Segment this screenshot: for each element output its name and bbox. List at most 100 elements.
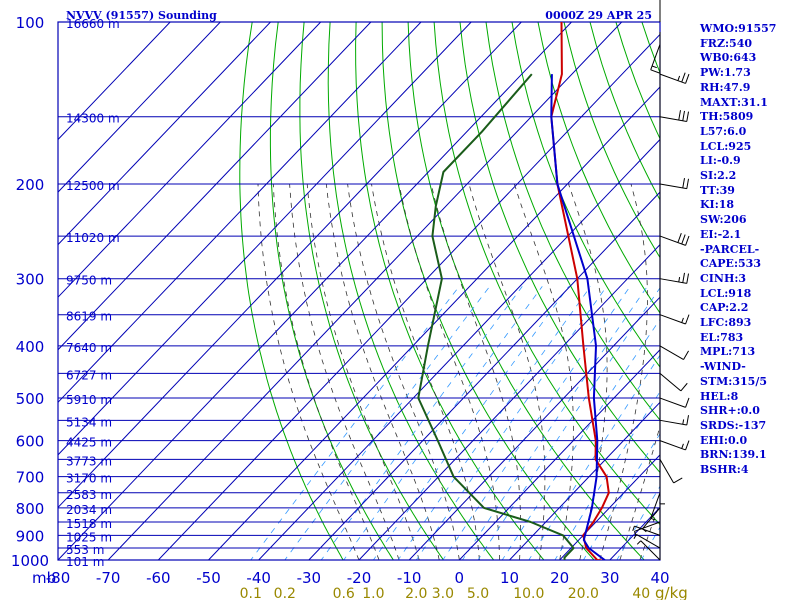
isotherm-line [58, 22, 271, 246]
wind-barb-shaft [640, 540, 661, 561]
mixing-ratio-label: 0.1 [240, 586, 262, 600]
wind-barb-flag [681, 234, 686, 245]
index-line: SI:2.2 [700, 169, 737, 183]
mixing-ratio-labels: 0.1 0.2 0.6 1.0 2.0 3.0 5.0 10.0 20.0 40 [240, 586, 651, 600]
wind-barb-flag [678, 276, 681, 283]
wind-barb [659, 110, 690, 122]
moist-adiabat-line [325, 183, 440, 560]
mixing-ratio-label: 3.0 [432, 586, 454, 600]
dry-adiabat-line [563, 22, 660, 259]
wind-barb [633, 533, 661, 549]
wind-barbs [632, 0, 690, 561]
wind-barb [633, 521, 661, 537]
wind-barb [659, 373, 688, 392]
height-label: 5134 m [66, 415, 112, 429]
index-line: LI:-0.9 [700, 154, 741, 168]
pressure-tick-label: 500 [16, 390, 45, 408]
wind-barb-shaft [634, 521, 661, 532]
pressure-tick-label: 800 [16, 500, 45, 518]
wind-barb-flag [682, 419, 685, 425]
dry-adiabat-line [381, 22, 595, 560]
wind-barb [659, 397, 690, 408]
wind-barb-flag [681, 72, 686, 83]
wind-barb-flag [632, 525, 635, 531]
wind-barb-flag [673, 477, 683, 484]
height-label: 12500 m [66, 179, 120, 193]
dry-adiabat-line [355, 22, 545, 560]
isotherm-line [308, 191, 660, 560]
dry-adiabat-line [537, 22, 660, 314]
wind-barb-shaft [659, 397, 686, 408]
mixing-ratio-line [415, 286, 607, 560]
mixing-ratio-line [250, 286, 460, 560]
wind-barb [659, 440, 690, 451]
index-line: LCL:925 [700, 139, 752, 153]
wind-barb-flag [650, 517, 656, 521]
wind-barb [659, 178, 690, 190]
wind-barb-shaft [659, 73, 686, 84]
wind-barb-shaft [650, 492, 661, 519]
wind-barb-flag [685, 235, 690, 246]
wind-barb-flag [651, 65, 657, 69]
wind-barb-flag [682, 110, 685, 121]
dry-adiabat-line [459, 22, 660, 474]
index-line: LFC:893 [700, 316, 752, 330]
wind-barb-flag [642, 528, 647, 533]
height-label: 553 m [66, 543, 104, 557]
mixing-ratio-line [501, 318, 660, 560]
height-label: 7640 m [66, 341, 112, 355]
temperature-tick-label: -40 [246, 569, 271, 587]
index-line: HEL:8 [700, 389, 739, 403]
isotherms [58, 22, 660, 560]
temperature-tick-labels: -80 -70 -60 -50 -40 -30 -20 -10 0 10 20 30 40 [46, 569, 670, 587]
wind-barb [659, 476, 665, 505]
dry-adiabat-line [299, 22, 445, 560]
moist-adiabat-line [306, 183, 420, 560]
wind-barb [659, 72, 690, 84]
isotherm-line [358, 243, 660, 560]
index-line: MPL:713 [700, 345, 756, 359]
isotherm-line [58, 22, 221, 193]
height-label: 5910 m [66, 393, 112, 407]
index-line: LCL:918 [700, 286, 752, 300]
wind-barb-flag [677, 233, 682, 243]
mixing-ratio-label: 1.0 [362, 586, 384, 600]
wind-barb-flag [681, 317, 684, 323]
wind-barb-flag [650, 69, 661, 74]
mixing-ratio-label: 5.0 [467, 586, 489, 600]
mixing-ratio-label: 2.0 [405, 586, 427, 600]
temperature-tick-label: 10 [500, 569, 519, 587]
temperature-tick-label: -70 [96, 569, 121, 587]
index-line: -PARCEL- [700, 242, 760, 256]
height-label: 1025 m [66, 530, 112, 544]
height-label: 1518 m [66, 517, 112, 531]
wind-barb [659, 272, 690, 284]
isotherm-line [509, 401, 660, 560]
temperature-tick-label: -80 [46, 569, 71, 587]
mixing-ratio-lines [250, 286, 660, 560]
wind-barb-shaft [634, 525, 661, 536]
mixing-ratio-label: 10.0 [513, 586, 544, 600]
isotherm-line [258, 138, 660, 560]
isotherm-line [58, 22, 522, 509]
wind-barb [659, 415, 690, 426]
index-line: WB0:643 [700, 51, 757, 65]
mixing-ratio-line [320, 286, 523, 560]
mixing-ratio-unit-label: g/kg [655, 584, 688, 600]
pressure-unit-label: mb [32, 569, 56, 587]
isotherm-line [157, 33, 660, 560]
wind-barb-flag [677, 75, 681, 81]
pressure-tick-label: 700 [16, 469, 45, 487]
wind-barb-flag [633, 531, 637, 537]
index-line: -WIND- [700, 360, 746, 374]
moist-adiabat-line [289, 183, 400, 560]
index-line: EI:-2.1 [700, 227, 742, 241]
plot-frame [57, 21, 661, 561]
mixing-ratio-line [528, 354, 660, 560]
wind-barb-flag [683, 350, 689, 360]
height-label: 16660 m [66, 17, 120, 31]
pressure-tick-label: 900 [16, 527, 45, 545]
isotherm-line [58, 22, 472, 456]
dry-adiabat-line [511, 22, 660, 368]
